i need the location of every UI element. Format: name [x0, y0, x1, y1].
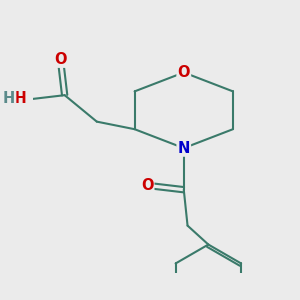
Text: H: H	[3, 91, 15, 106]
Text: O: O	[178, 65, 190, 80]
Text: N: N	[178, 141, 190, 156]
Text: O: O	[141, 178, 153, 194]
Text: OH: OH	[2, 92, 27, 106]
Text: O: O	[55, 52, 67, 67]
